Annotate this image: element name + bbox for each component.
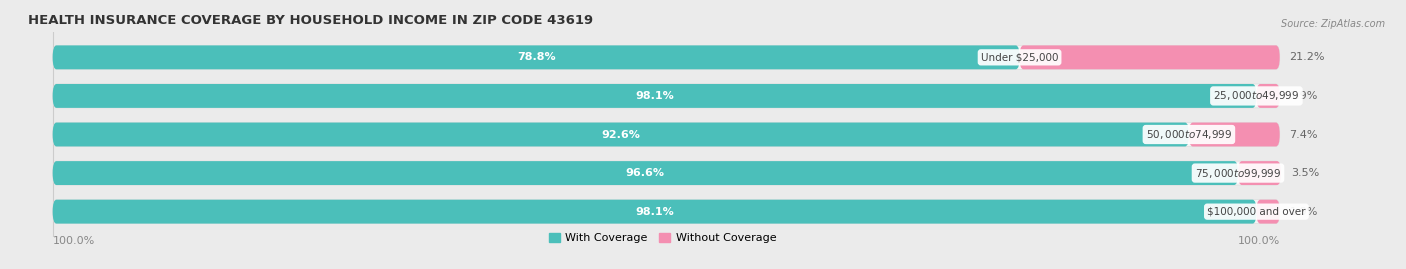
FancyBboxPatch shape [52, 45, 1279, 69]
Text: 78.8%: 78.8% [517, 52, 555, 62]
FancyBboxPatch shape [52, 161, 1239, 185]
FancyBboxPatch shape [1239, 161, 1281, 185]
Text: Under $25,000: Under $25,000 [981, 52, 1059, 62]
Text: 100.0%: 100.0% [1237, 236, 1279, 246]
FancyBboxPatch shape [52, 123, 1189, 146]
Text: 1.9%: 1.9% [1289, 91, 1317, 101]
Text: 92.6%: 92.6% [602, 129, 640, 140]
Text: 96.6%: 96.6% [626, 168, 665, 178]
FancyBboxPatch shape [1257, 200, 1279, 224]
Text: 98.1%: 98.1% [636, 91, 673, 101]
Text: 98.1%: 98.1% [636, 207, 673, 217]
FancyBboxPatch shape [52, 84, 1257, 108]
Text: 100.0%: 100.0% [52, 236, 96, 246]
Text: $75,000 to $99,999: $75,000 to $99,999 [1195, 167, 1281, 180]
FancyBboxPatch shape [52, 84, 1279, 108]
FancyBboxPatch shape [52, 200, 1279, 224]
Text: $50,000 to $74,999: $50,000 to $74,999 [1146, 128, 1232, 141]
FancyBboxPatch shape [52, 200, 1257, 224]
Text: 7.4%: 7.4% [1289, 129, 1317, 140]
FancyBboxPatch shape [52, 123, 1279, 146]
Text: Source: ZipAtlas.com: Source: ZipAtlas.com [1281, 19, 1385, 29]
Text: $100,000 and over: $100,000 and over [1208, 207, 1306, 217]
FancyBboxPatch shape [52, 161, 1279, 185]
FancyBboxPatch shape [1257, 84, 1279, 108]
Text: 1.9%: 1.9% [1289, 207, 1317, 217]
Legend: With Coverage, Without Coverage: With Coverage, Without Coverage [544, 228, 780, 247]
Text: 3.5%: 3.5% [1291, 168, 1319, 178]
FancyBboxPatch shape [52, 45, 1019, 69]
Text: HEALTH INSURANCE COVERAGE BY HOUSEHOLD INCOME IN ZIP CODE 43619: HEALTH INSURANCE COVERAGE BY HOUSEHOLD I… [28, 14, 593, 27]
Text: $25,000 to $49,999: $25,000 to $49,999 [1213, 89, 1299, 102]
FancyBboxPatch shape [1189, 123, 1279, 146]
FancyBboxPatch shape [1019, 45, 1279, 69]
Text: 21.2%: 21.2% [1289, 52, 1324, 62]
